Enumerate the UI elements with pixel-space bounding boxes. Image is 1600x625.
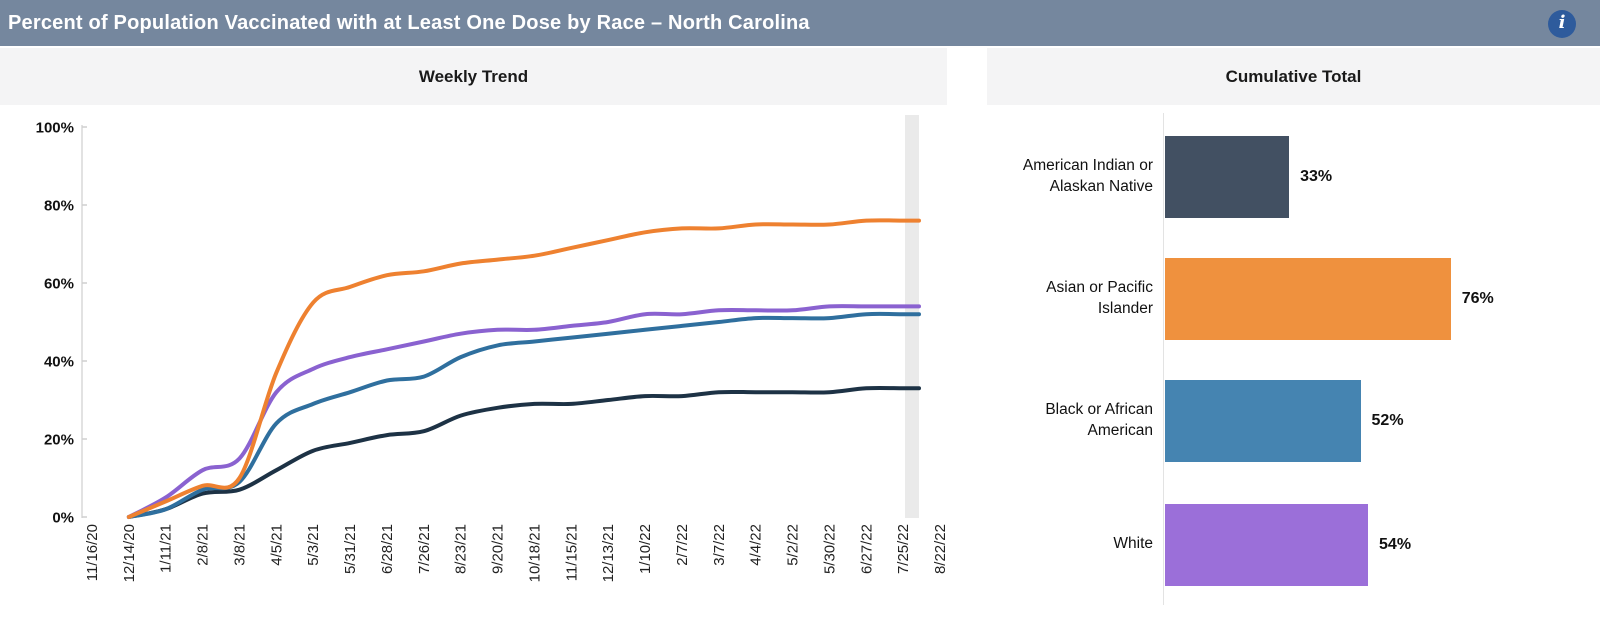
cumulative-total-title: Cumulative Total <box>1225 66 1362 86</box>
weekly-trend-title: Weekly Trend <box>418 66 529 86</box>
y-axis-label: 60% <box>44 276 74 293</box>
cumulative-total-chart[interactable]: American Indian or Alaskan Native 33% Asian… <box>987 105 1600 625</box>
bar-row: White 54% <box>987 503 1600 586</box>
x-axis-label: 12/13/21 <box>600 524 617 582</box>
x-axis-label: 5/31/21 <box>342 524 359 574</box>
x-axis-label: 5/30/22 <box>821 524 838 574</box>
x-axis-label: 1/10/22 <box>637 524 654 574</box>
x-axis-label: 6/28/21 <box>379 524 396 574</box>
trend-line-asian-or-pacific-islander[interactable] <box>126 218 921 519</box>
x-axis-label: 4/5/21 <box>268 524 285 566</box>
bar-category-label: American Indian or Alaskan Native <box>1022 157 1153 195</box>
bar-value-label: 54% <box>1379 535 1412 553</box>
x-axis-label: 8/23/21 <box>453 524 470 574</box>
x-axis-label: 11/16/20 <box>84 524 101 581</box>
y-axis-label: 40% <box>44 354 74 371</box>
info-icon: i <box>1558 12 1566 33</box>
bar-row: American Indian or Alaskan Native 33% <box>987 135 1600 218</box>
x-axis-label: 6/27/22 <box>858 524 875 574</box>
bar[interactable] <box>1165 135 1290 218</box>
x-axis-label: 11/15/21 <box>563 524 580 581</box>
weekly-trend-panel-header: Weekly Trend <box>0 48 947 105</box>
x-axis-label: 2/8/21 <box>195 524 212 566</box>
bar-row: Black or African American 52% <box>987 379 1600 462</box>
x-axis-label: 5/2/22 <box>785 524 802 566</box>
trend-line-american-indian-or-alaskan-native[interactable] <box>126 386 921 519</box>
x-axis-label: 8/22/22 <box>932 524 949 574</box>
cumulative-total-panel-header: Cumulative Total <box>987 48 1600 105</box>
y-axis-label: 100% <box>36 120 74 137</box>
x-axis-label: 12/14/20 <box>121 524 138 582</box>
bar-value-label: 76% <box>1461 289 1494 307</box>
page-title: Percent of Population Vaccinated with at… <box>8 11 810 34</box>
y-axis-label: 0% <box>52 510 74 527</box>
x-axis-label: 3/8/21 <box>231 524 248 566</box>
x-axis-label: 10/18/21 <box>526 524 543 582</box>
x-axis-label: 1/11/21 <box>158 524 175 573</box>
trend-line-black-or-african-american[interactable] <box>126 311 921 519</box>
x-axis-label: 9/20/21 <box>490 524 507 574</box>
bar-value-label: 33% <box>1300 167 1333 185</box>
bar-value-label: 52% <box>1371 411 1404 429</box>
bar-category-label: Black or African American <box>1045 401 1153 439</box>
x-axis-label: 5/3/21 <box>305 524 322 566</box>
info-button[interactable]: i <box>1548 10 1576 38</box>
bar-category-label: White <box>1113 535 1153 553</box>
bar-row: Asian or Pacific Islander 76% <box>987 257 1600 340</box>
x-axis-label: 4/4/22 <box>748 524 765 566</box>
weekly-trend-chart[interactable]: 0% 20% 40% 60% 80% 100% 11/16/20 12/14/20 1/11/2… <box>0 105 960 625</box>
bar[interactable] <box>1165 379 1361 462</box>
latest-week-highlight-band <box>905 115 919 518</box>
bar-chart-axis <box>1163 113 1164 605</box>
x-axis-label: 3/7/22 <box>711 524 728 566</box>
bar[interactable] <box>1165 257 1451 340</box>
app-header: Percent of Population Vaccinated with at… <box>0 0 1600 46</box>
x-axis-label: 7/25/22 <box>895 524 912 574</box>
x-axis-label: 7/26/21 <box>416 524 433 574</box>
y-axis-label: 80% <box>44 198 74 215</box>
bar[interactable] <box>1165 503 1369 586</box>
x-axis-label: 2/7/22 <box>674 524 691 566</box>
y-axis-label: 20% <box>44 432 74 449</box>
bar-category-label: Asian or Pacific Islander <box>1046 279 1153 317</box>
